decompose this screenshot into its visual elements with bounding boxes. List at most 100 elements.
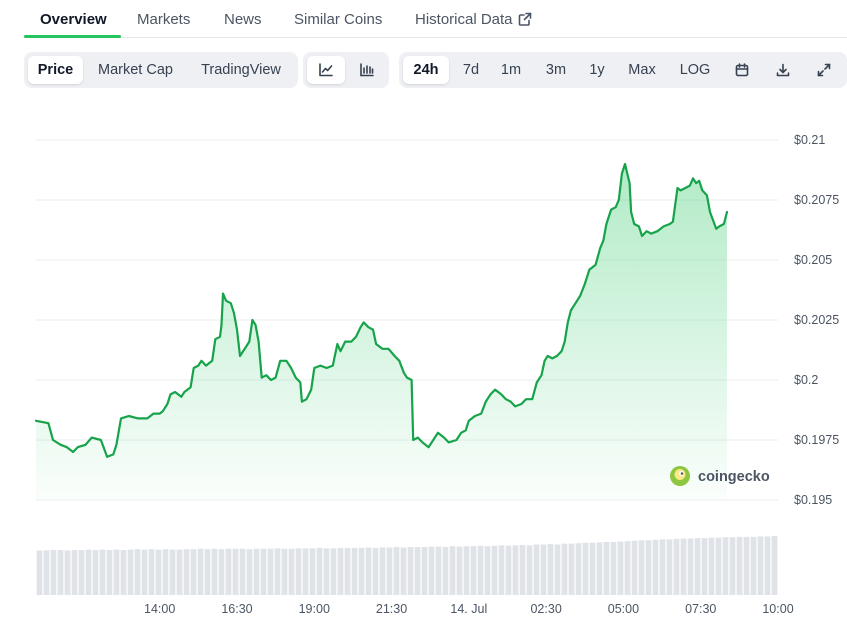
line-chart-button[interactable] (307, 56, 345, 84)
tab-overview[interactable]: Overview (40, 11, 107, 28)
volume-bar (442, 547, 449, 595)
volume-bar (309, 548, 316, 595)
volume-bar (463, 546, 470, 595)
volume-bar (407, 547, 414, 595)
external-link-icon (518, 12, 531, 26)
volume-bar (729, 537, 736, 595)
volume-bar (771, 536, 778, 595)
x-tick-label: 14:00 (144, 602, 175, 616)
volume-bar (624, 541, 631, 595)
volume-bar (547, 544, 554, 595)
x-tick-label: 10:00 (762, 602, 793, 616)
volume-bar (645, 540, 652, 595)
range-1y-button[interactable]: 1y (589, 62, 605, 78)
market-cap-button[interactable]: Market Cap (98, 62, 173, 78)
volume-bar (505, 545, 512, 595)
download-button[interactable] (766, 56, 800, 84)
tab-news[interactable]: News (224, 11, 262, 28)
x-tick-label: 05:00 (608, 602, 639, 616)
volume-bar (92, 550, 99, 595)
range-1m-button[interactable]: 1m (500, 62, 522, 78)
volume-bar (764, 536, 771, 595)
volume-bar (281, 548, 288, 595)
volume-bar (78, 550, 85, 595)
range-7d-button[interactable]: 7d (462, 62, 480, 78)
volume-bar (526, 545, 533, 595)
volume-bar (631, 540, 638, 595)
x-tick-label: 16:30 (221, 602, 252, 616)
active-tab-indicator (24, 35, 121, 38)
volume-bar (456, 546, 463, 595)
volume-bar (155, 549, 162, 595)
volume-bar (610, 541, 617, 595)
log-scale-button[interactable]: LOG (679, 62, 711, 78)
volume-bar (428, 546, 435, 595)
volume-bar (757, 536, 764, 595)
volume-bar (36, 550, 43, 595)
volume-bar (176, 549, 183, 595)
volume-bar (218, 549, 225, 595)
fullscreen-button[interactable] (807, 56, 841, 84)
volume-bar (421, 547, 428, 595)
volume-bar (575, 543, 582, 595)
volume-bar (323, 548, 330, 595)
candlestick-icon (360, 63, 374, 77)
volume-bar (365, 547, 372, 595)
volume-bar (666, 539, 673, 595)
x-tick-label: 19:00 (299, 602, 330, 616)
volume-bar (106, 550, 113, 595)
tradingview-button[interactable]: TradingView (201, 62, 281, 78)
candlestick-button[interactable] (348, 56, 386, 84)
volume-bar (701, 538, 708, 595)
price-chart[interactable]: $0.21 $0.2075 $0.205 $0.2025 $0.2 $0.1975 $0.1… (0, 95, 847, 629)
volume-bar (477, 545, 484, 595)
tab-similar-coins[interactable]: Similar Coins (294, 11, 383, 28)
volume-bar (736, 536, 743, 595)
x-tick-label: 02:30 (530, 602, 561, 616)
volume-bar (316, 547, 323, 595)
volume-bar (743, 536, 750, 595)
volume-bar (449, 546, 456, 595)
volume-bar (652, 539, 659, 595)
price-button[interactable]: Price (28, 56, 83, 84)
x-tick-label: 14. Jul (450, 602, 487, 616)
calendar-button[interactable] (725, 56, 759, 84)
volume-bar (288, 548, 295, 595)
volume-bar (113, 549, 120, 595)
volume-bar (246, 549, 253, 595)
range-3m-button[interactable]: 3m (545, 62, 567, 78)
volume-bar (694, 538, 701, 595)
range-24h-button[interactable]: 24h (403, 56, 449, 84)
volume-bar (120, 550, 127, 595)
volume-bar (302, 548, 309, 595)
volume-bar (603, 541, 610, 595)
volume-bar (295, 548, 302, 595)
volume-bar (197, 548, 204, 595)
volume-bar (337, 547, 344, 595)
volume-bar (344, 547, 351, 595)
volume-bar (141, 549, 148, 595)
volume-bar (85, 549, 92, 595)
volume-bar (568, 543, 575, 595)
volume-bar (715, 537, 722, 595)
volume-bar (50, 550, 57, 595)
volume-bar (379, 547, 386, 595)
tab-historical-data[interactable]: Historical Data (415, 11, 532, 28)
tab-markets[interactable]: Markets (137, 11, 191, 28)
volume-bar (708, 537, 715, 595)
volume-bar (148, 549, 155, 595)
volume-bar (127, 549, 134, 595)
line-chart-icon (319, 63, 333, 77)
volume-bar (540, 544, 547, 595)
volume-bar (673, 538, 680, 595)
volume-bar (680, 538, 687, 595)
range-max-button[interactable]: Max (628, 62, 656, 78)
volume-bar (687, 538, 694, 595)
watermark-label: coingecko (698, 469, 770, 485)
volume-bar (554, 544, 561, 595)
volume-bar (330, 548, 337, 595)
volume-bar (57, 550, 64, 595)
volume-bar (183, 549, 190, 595)
volume-bar (162, 549, 169, 595)
fullscreen-icon (817, 63, 831, 77)
